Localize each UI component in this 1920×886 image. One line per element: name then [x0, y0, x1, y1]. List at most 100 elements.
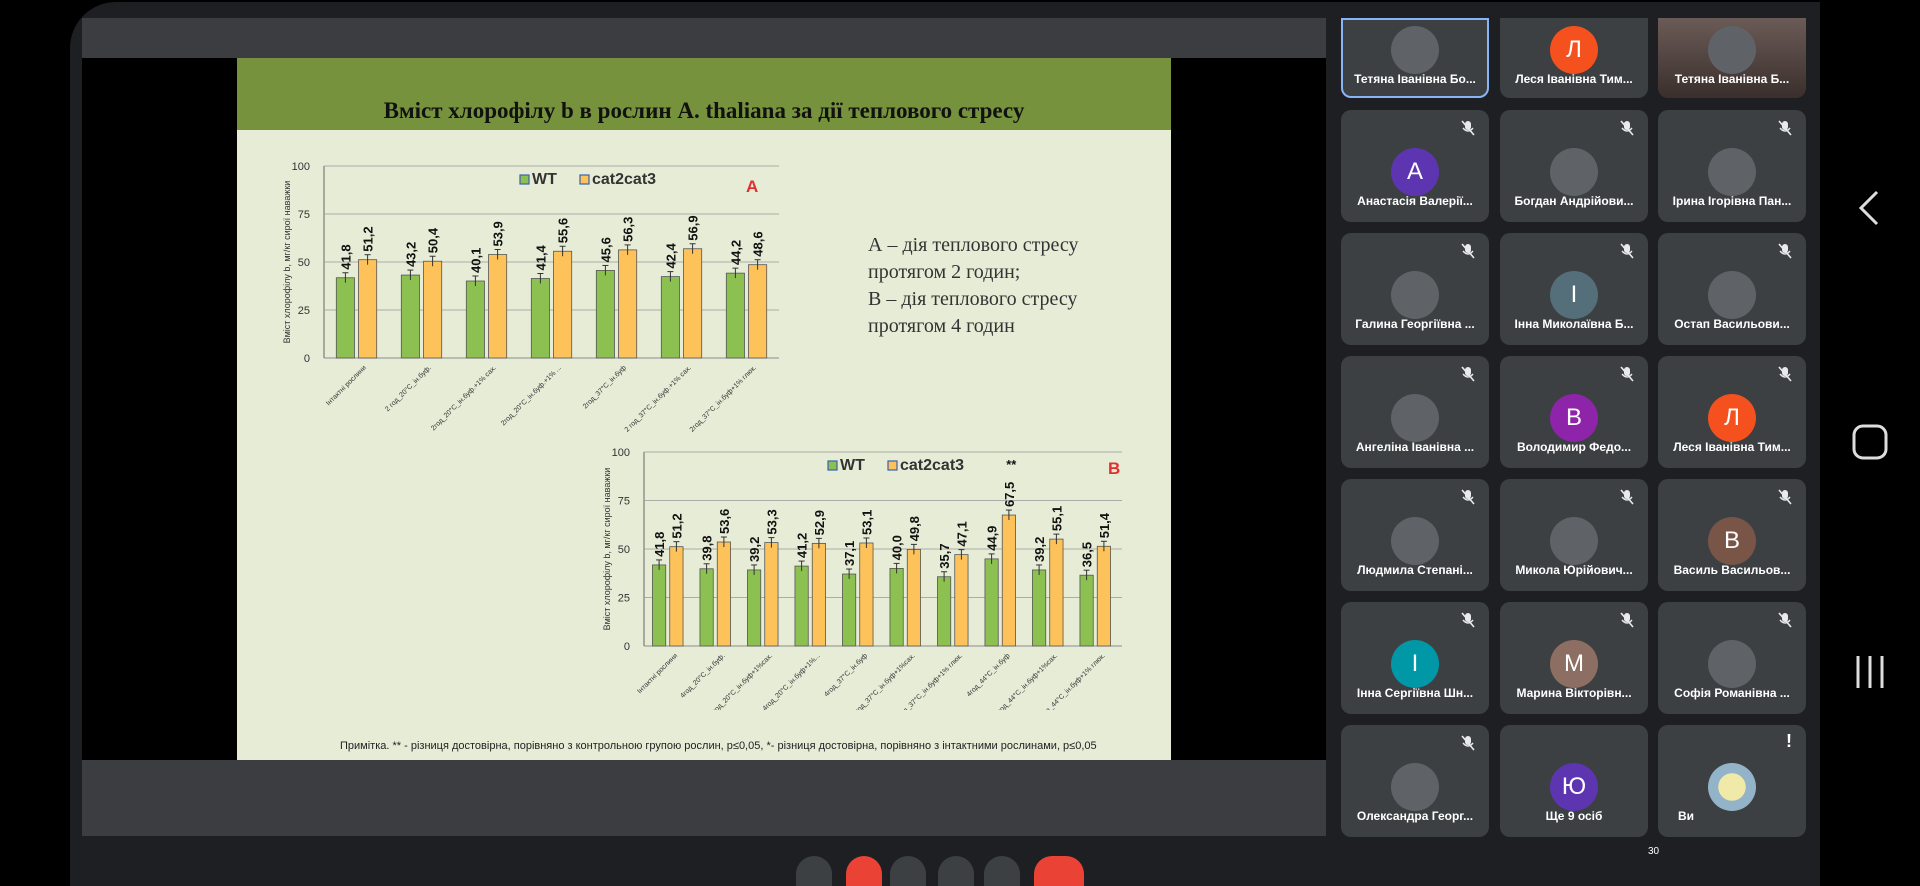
- participant-name: Ще 9 осіб: [1545, 809, 1603, 823]
- description-b: В – дія теплового стресу протягом 4 годи…: [868, 288, 1078, 337]
- participant-name: Тетяна Іванівна Бо...: [1354, 72, 1476, 86]
- data-label: 41,2: [795, 533, 810, 558]
- participant-name: Людмила Степані...: [1357, 563, 1473, 577]
- mic-off-icon: [1620, 120, 1634, 136]
- participant-tile[interactable]: Людмила Степані...: [1341, 479, 1489, 591]
- data-label: 49,8: [907, 516, 922, 541]
- data-label: 51,2: [361, 226, 376, 251]
- bar-cat2cat3: [618, 249, 638, 359]
- square-icon[interactable]: [1820, 422, 1920, 462]
- mic-off-icon: [1778, 366, 1792, 382]
- data-label: 52,9: [812, 510, 827, 535]
- data-label: 40,0: [890, 535, 905, 560]
- participant-tile[interactable]: В Володимир Федо...: [1500, 356, 1648, 468]
- y-axis-label: Вміст хлорофілу b, мг/кг сирої наважки: [602, 468, 612, 631]
- more-options-button[interactable]: [984, 856, 1020, 886]
- share-button[interactable]: [938, 856, 974, 886]
- panel-label: B: [1108, 459, 1120, 478]
- data-label: 39,8: [700, 535, 715, 560]
- avatar: А: [1391, 148, 1439, 196]
- bar-WT: [725, 272, 745, 359]
- bar-cat2cat3: [906, 548, 921, 647]
- recents-icon[interactable]: [1820, 652, 1920, 692]
- data-label: 39,2: [747, 537, 762, 562]
- avatar-photo: [1550, 148, 1598, 196]
- raise-hand-button[interactable]: [796, 856, 832, 886]
- bar-WT: [1079, 574, 1094, 647]
- participant-tile[interactable]: Остап Васильови...: [1658, 233, 1806, 345]
- participant-tile[interactable]: Ю Ще 9 осіб: [1500, 725, 1648, 837]
- data-label: 55,1: [1049, 506, 1064, 531]
- data-label: 55,6: [556, 218, 571, 243]
- avatar-photo: [1708, 640, 1756, 688]
- participant-name: Інна Миколаївна Б...: [1514, 317, 1634, 331]
- participant-tile[interactable]: І Інна Сергіївна Шн...: [1341, 602, 1489, 714]
- participant-name: Леся Іванівна Тим...: [1515, 72, 1633, 86]
- participant-tile[interactable]: М Марина Вікторівн...: [1500, 602, 1648, 714]
- participant-tile[interactable]: Богдан Андрійови...: [1500, 110, 1648, 222]
- data-label: 67,5: [1002, 482, 1017, 507]
- bar-WT: [699, 568, 714, 647]
- participant-tile[interactable]: Тетяна Іванівна Бо...: [1341, 18, 1489, 98]
- bar-cat2cat3: [553, 250, 573, 359]
- data-label: 41,4: [533, 244, 548, 270]
- bar-WT: [660, 276, 680, 359]
- y-tick-label: 50: [298, 257, 310, 269]
- participant-tile[interactable]: Л Леся Іванівна Тим...: [1500, 18, 1648, 98]
- avatar-photo: [1391, 26, 1439, 74]
- mic-off-icon: [1461, 243, 1475, 259]
- category-label: Інтактні рослини: [324, 364, 368, 408]
- legend-swatch: [579, 174, 590, 185]
- legend-label-WT: WT: [532, 171, 557, 188]
- y-tick-label: 50: [618, 544, 630, 556]
- participant-count: 30: [1648, 846, 1660, 857]
- data-label: 53,9: [491, 221, 506, 246]
- participant-tile[interactable]: ! Ви: [1658, 725, 1806, 837]
- y-tick-label: 25: [618, 593, 630, 605]
- avatar-photo: [1550, 517, 1598, 565]
- avatar: В: [1550, 394, 1598, 442]
- category-label: 2год_20°C_ін.буф.+1% сах.: [429, 364, 498, 433]
- data-label: 44,2: [728, 240, 743, 265]
- bar-WT: [889, 567, 904, 647]
- participant-tile[interactable]: Микола Юрійович...: [1500, 479, 1648, 591]
- participant-tile[interactable]: Олександра Георг...: [1341, 725, 1489, 837]
- participant-tile[interactable]: Л Леся Іванівна Тим...: [1658, 356, 1806, 468]
- data-label: 37,1: [842, 541, 857, 566]
- bar-cat2cat3: [669, 546, 684, 647]
- legend-swatch: [827, 460, 838, 471]
- chevron-left-icon[interactable]: [1820, 188, 1920, 228]
- bar-WT: [747, 569, 762, 647]
- participant-name: Анастасія Валерії...: [1357, 194, 1473, 208]
- bar-WT: [1032, 569, 1047, 647]
- avatar-photo: [1708, 26, 1756, 74]
- avatar-photo: [1391, 394, 1439, 442]
- y-tick-label: 100: [292, 161, 310, 173]
- data-label: 50,4: [426, 227, 441, 253]
- participant-tile[interactable]: Ангеліна Іванівна ...: [1341, 356, 1489, 468]
- mic-button[interactable]: [846, 856, 882, 886]
- participant-tile[interactable]: В Василь Васильов...: [1658, 479, 1806, 591]
- participant-tile[interactable]: Тетяна Іванівна Б...: [1658, 18, 1806, 98]
- data-label: 36,5: [1080, 542, 1095, 567]
- mic-off-icon: [1461, 366, 1475, 382]
- participant-name: Ангеліна Іванівна ...: [1355, 440, 1475, 454]
- camera-button[interactable]: [890, 856, 926, 886]
- data-label: 39,2: [1032, 537, 1047, 562]
- leave-call-button[interactable]: [1034, 856, 1084, 886]
- data-label: 35,7: [937, 543, 952, 568]
- avatar: Л: [1550, 26, 1598, 74]
- description-a: А – дія теплового стресу протягом 2 годи…: [868, 234, 1079, 283]
- participant-name: Василь Васильов...: [1673, 563, 1791, 577]
- participant-name: Марина Вікторівн...: [1516, 686, 1632, 700]
- data-label: 44,9: [985, 526, 1000, 551]
- participant-tile[interactable]: І Інна Миколаївна Б...: [1500, 233, 1648, 345]
- bar-WT: [652, 564, 667, 647]
- participant-name: Леся Іванівна Тим...: [1673, 440, 1791, 454]
- participant-tile[interactable]: Софія Романівна ...: [1658, 602, 1806, 714]
- participant-tile[interactable]: Ірина Ігорівна Пан...: [1658, 110, 1806, 222]
- participant-tile[interactable]: А Анастасія Валерії...: [1341, 110, 1489, 222]
- bar-WT: [465, 280, 485, 359]
- participant-name: Богдан Андрійови...: [1514, 194, 1634, 208]
- participant-tile[interactable]: Галина Георгіївна ...: [1341, 233, 1489, 345]
